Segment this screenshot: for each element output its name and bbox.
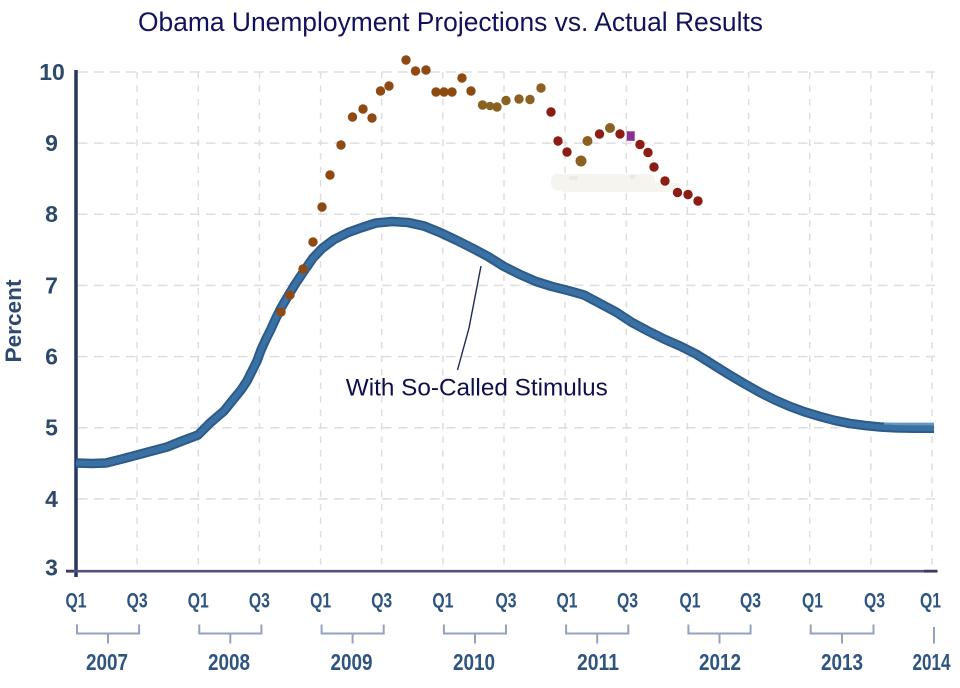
svg-text:Q1: Q1 <box>188 590 209 613</box>
svg-text:2007: 2007 <box>86 649 128 675</box>
svg-text:Q1: Q1 <box>432 590 453 613</box>
svg-text:2012: 2012 <box>699 649 741 675</box>
svg-text:2013: 2013 <box>821 649 863 675</box>
svg-text:Q1: Q1 <box>680 590 701 613</box>
svg-text:9: 9 <box>45 130 58 156</box>
svg-text:Q1: Q1 <box>66 590 87 613</box>
svg-text:Q3: Q3 <box>740 590 761 613</box>
svg-text:2010: 2010 <box>453 649 495 675</box>
svg-text:2009: 2009 <box>331 649 373 675</box>
svg-text:Q1: Q1 <box>310 590 331 613</box>
svg-text:Obama Unemployment Projections: Obama Unemployment Projections vs. Actua… <box>138 7 763 37</box>
svg-text:Q1: Q1 <box>802 590 823 613</box>
svg-text:3: 3 <box>45 555 58 581</box>
svg-text:6: 6 <box>45 344 58 370</box>
svg-text:2008: 2008 <box>208 649 250 675</box>
svg-text:Q3: Q3 <box>496 590 517 613</box>
svg-text:7: 7 <box>45 272 58 298</box>
svg-text:10: 10 <box>39 59 65 85</box>
svg-text:With So-Called Stimulus: With So-Called Stimulus <box>346 375 608 402</box>
svg-text:8: 8 <box>45 201 58 227</box>
svg-text:2011: 2011 <box>577 649 619 675</box>
svg-text:Q1: Q1 <box>557 590 578 613</box>
svg-text:2014: 2014 <box>913 649 951 675</box>
svg-text:Q3: Q3 <box>617 590 638 613</box>
svg-text:Q1: Q1 <box>920 590 941 613</box>
svg-text:4: 4 <box>45 486 58 512</box>
svg-text:Q3: Q3 <box>864 590 885 613</box>
svg-text:Percent: Percent <box>1 279 26 363</box>
svg-text:Q3: Q3 <box>127 590 148 613</box>
svg-text:Q3: Q3 <box>371 590 392 613</box>
svg-text:Q3: Q3 <box>249 590 270 613</box>
svg-text:5: 5 <box>45 415 58 441</box>
